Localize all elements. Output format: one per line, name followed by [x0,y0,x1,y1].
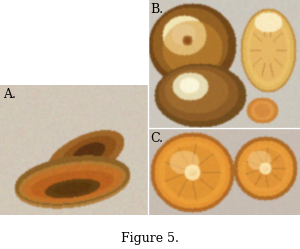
Text: Figure 5.: Figure 5. [121,232,179,245]
Text: A.: A. [3,88,16,101]
Text: B.: B. [150,3,163,16]
Text: C.: C. [150,132,163,145]
